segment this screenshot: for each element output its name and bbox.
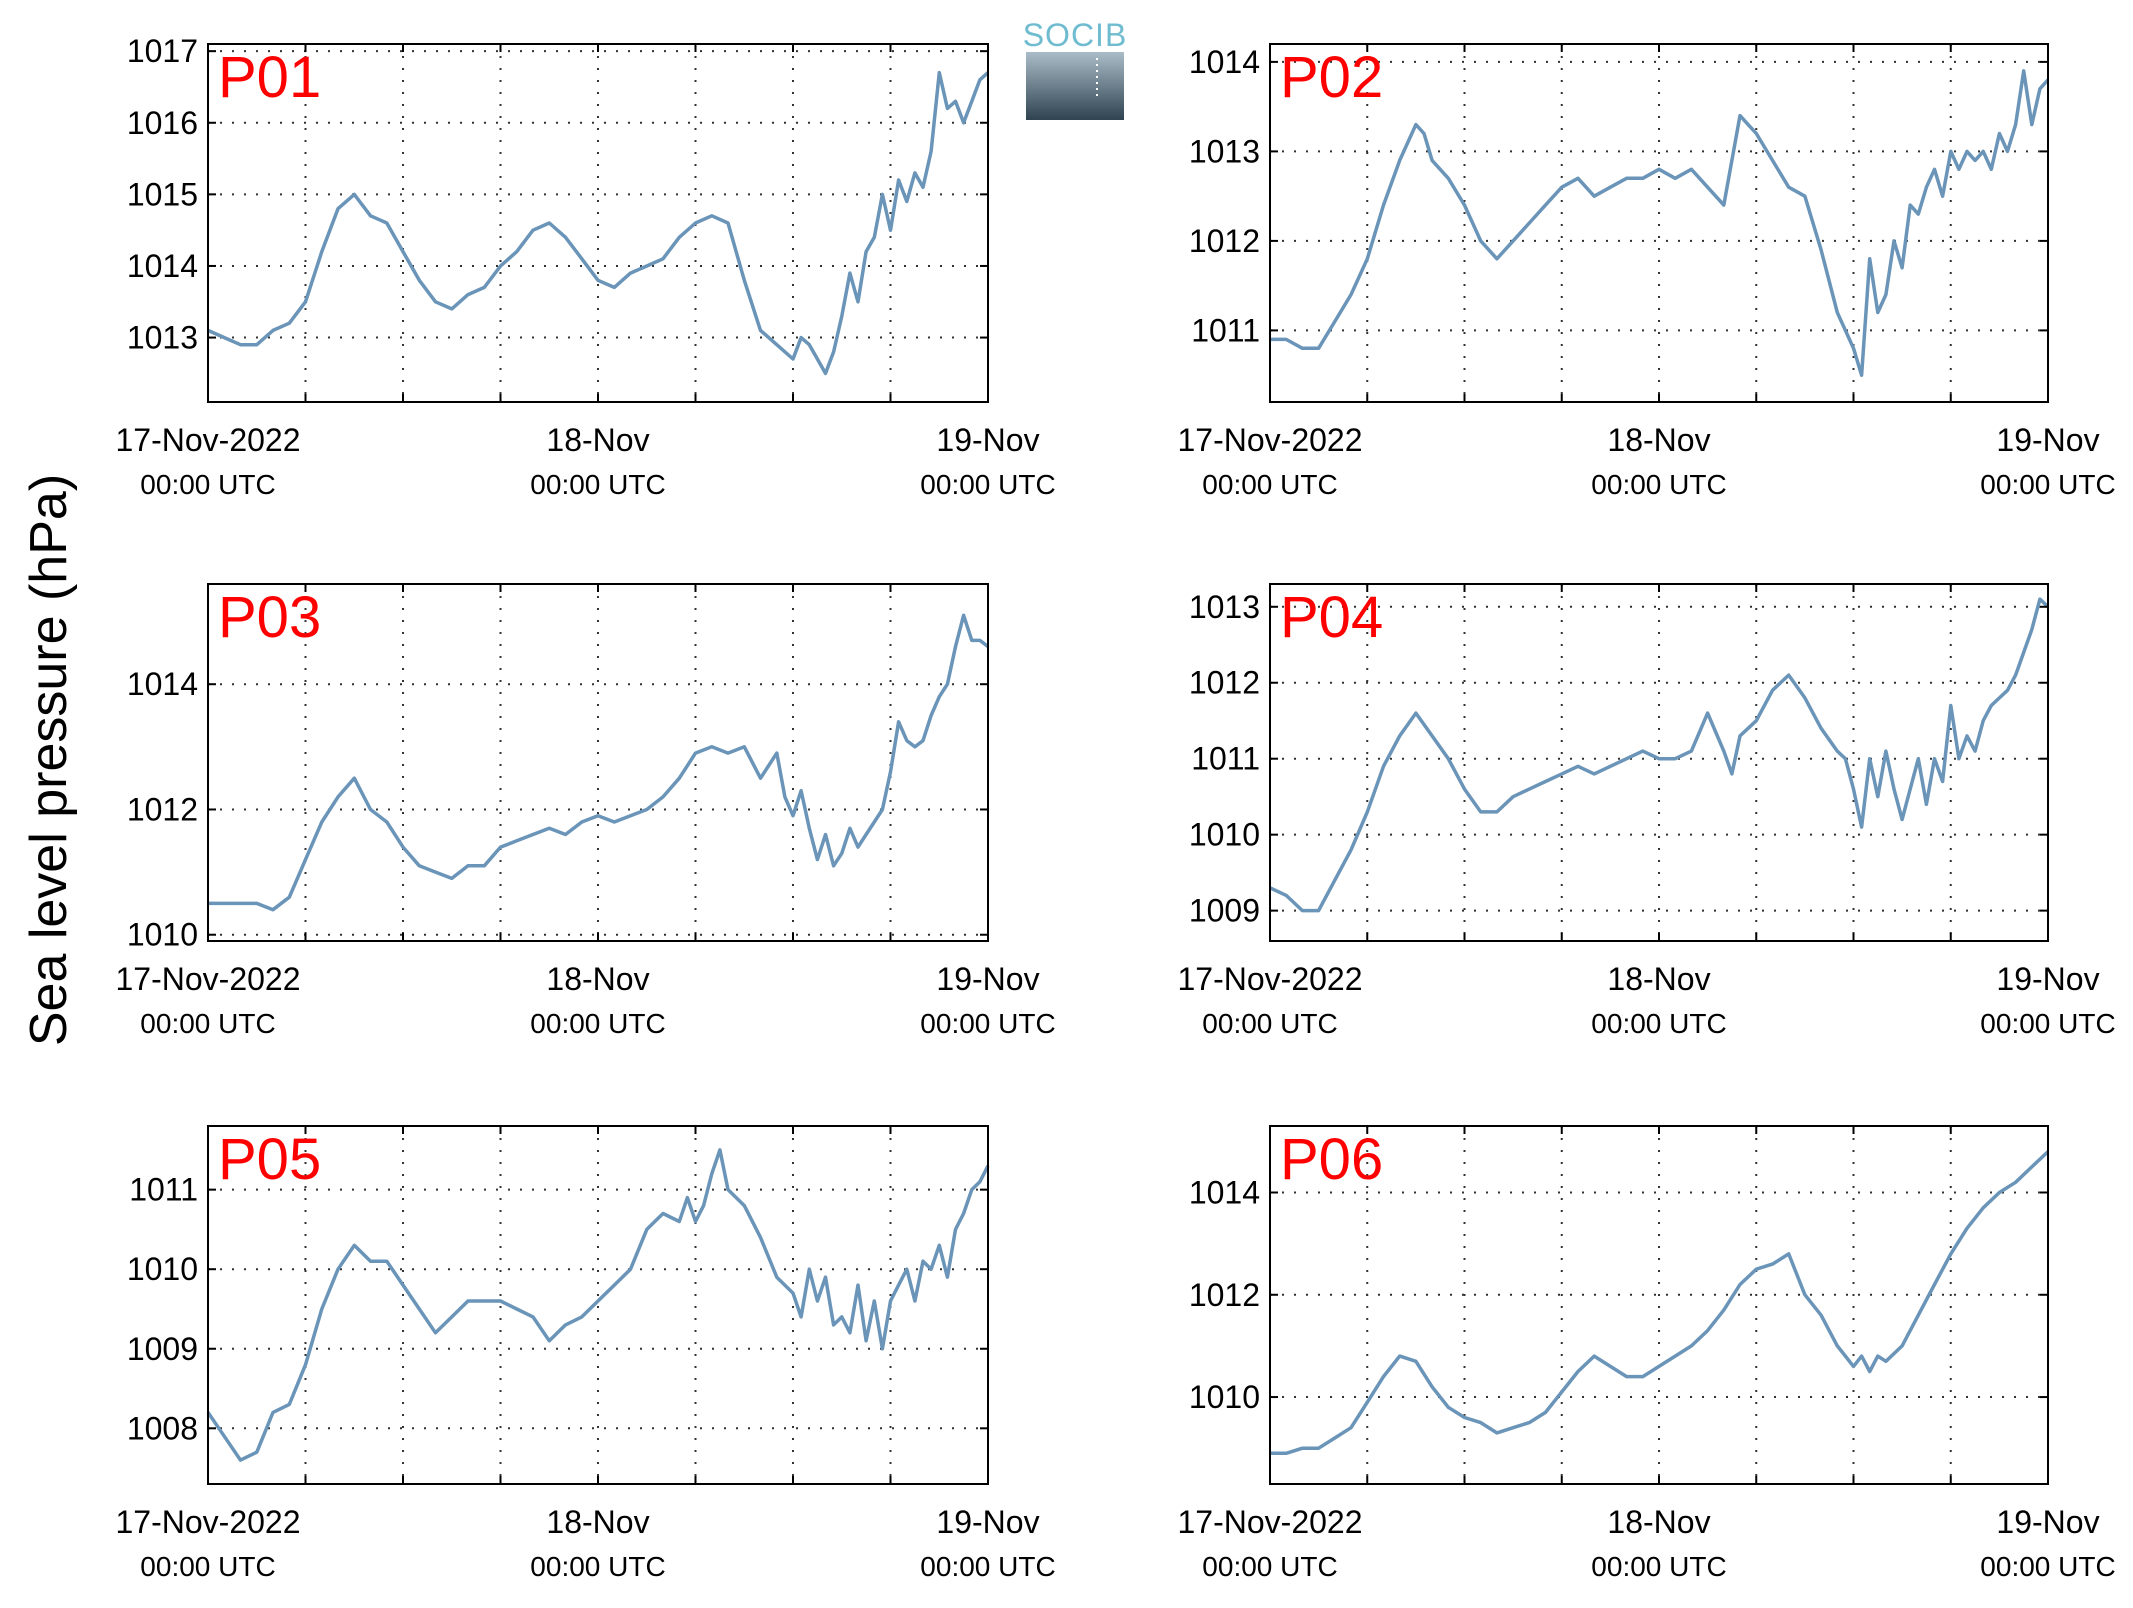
y-tick-label: 1012: [1189, 1277, 1260, 1313]
x-tick-label-time: 00:00 UTC: [1591, 469, 1726, 500]
y-tick-label: 1010: [1189, 817, 1260, 853]
y-axis-label: Sea level pressure (hPa): [20, 474, 78, 1046]
plot-frame: [207, 43, 989, 403]
y-tick-label: 1010: [1189, 1379, 1260, 1415]
y-tick-label: 1013: [1189, 133, 1260, 169]
panel-label: P05: [218, 1127, 321, 1192]
x-tick-label-date: 17-Nov-2022: [1178, 1504, 1363, 1540]
panel-label: P04: [1280, 585, 1383, 650]
x-tick-label-time: 00:00 UTC: [140, 1551, 275, 1582]
panel-label: P01: [218, 45, 321, 110]
y-tick-label: 1011: [1191, 312, 1260, 348]
panel-p04: 1009 1010 1011 1012 1013 17-Nov-2022 00:00 UTC…: [1178, 583, 2116, 1039]
x-tick-label-date: 18-Nov: [546, 1504, 649, 1540]
x-tick-label-time: 00:00 UTC: [1202, 469, 1337, 500]
x-tick-label-time: 00:00 UTC: [1980, 469, 2115, 500]
panel-p01: 1013 1014 1015 1016 1017 17-Nov-2022 00:00 UTC…: [116, 33, 1056, 500]
x-tick-label-date: 19-Nov: [1996, 1504, 2099, 1540]
x-tick-label-date: 18-Nov: [1607, 422, 1710, 458]
x-tick-label-date: 17-Nov-2022: [116, 961, 301, 997]
x-tick-label-time: 00:00 UTC: [140, 469, 275, 500]
y-tick-label: 1014: [127, 666, 198, 702]
x-tick-label-time: 00:00 UTC: [1980, 1551, 2115, 1582]
plot-frame: [1269, 43, 2049, 403]
x-tick-label-date: 19-Nov: [936, 422, 1039, 458]
x-tick-label-date: 17-Nov-2022: [116, 422, 301, 458]
x-tick-label-time: 00:00 UTC: [530, 469, 665, 500]
x-tick-label-date: 19-Nov: [936, 1504, 1039, 1540]
y-tick-label: 1012: [1189, 665, 1260, 701]
y-tick-label: 1011: [1191, 741, 1260, 777]
y-tick-label: 1016: [127, 105, 198, 141]
x-tick-label-date: 17-Nov-2022: [1178, 961, 1363, 997]
y-tick-label: 1014: [1189, 1174, 1260, 1210]
x-tick-label-date: 18-Nov: [1607, 1504, 1710, 1540]
logo-block: [1026, 52, 1124, 120]
y-tick-label: 1015: [127, 176, 198, 212]
panel-p03: 1010 1012 1014 17-Nov-2022 00:00 UTC 18-Nov 00…: [116, 583, 1056, 1039]
y-tick-label: 1013: [127, 320, 198, 356]
y-tick-label: 1017: [127, 33, 198, 69]
y-tick-label: 1009: [127, 1331, 198, 1367]
y-tick-label: 1010: [127, 917, 198, 953]
plot-frame: [1269, 1125, 2049, 1485]
logo-text: SOCIB: [1023, 17, 1128, 53]
plot-frame: [207, 583, 989, 942]
x-tick-label-time: 00:00 UTC: [1202, 1551, 1337, 1582]
panel-p02: 1011 1012 1013 1014 17-Nov-2022 00:00 UTC 18-N…: [1178, 43, 2116, 500]
x-tick-label-time: 00:00 UTC: [1591, 1551, 1726, 1582]
series-line-p01: [207, 70, 990, 376]
panel-label: P02: [1280, 45, 1383, 110]
x-tick-label-date: 17-Nov-2022: [116, 1504, 301, 1540]
x-tick-label-date: 17-Nov-2022: [1178, 422, 1363, 458]
socib-logo: SOCIB: [1023, 17, 1128, 120]
panel-p06: 1010 1012 1014 17-Nov-2022 00:00 UTC 18-Nov 00…: [1178, 1125, 2116, 1582]
series-line-p06: [1270, 1150, 2050, 1456]
y-tick-label: 1012: [127, 791, 198, 827]
x-tick-label-date: 19-Nov: [1996, 422, 2099, 458]
panels: 1013 1014 1015 1016 1017 17-Nov-2022 00:00 UTC…: [116, 33, 2116, 1582]
y-tick-label: 1014: [1189, 44, 1260, 80]
y-tick-label: 1009: [1189, 893, 1260, 929]
panel-p05: 1008 1009 1010 1011 17-Nov-2022 00:00 UTC 18-N…: [116, 1125, 1056, 1582]
y-tick-label: 1014: [127, 248, 198, 284]
x-tick-label-time: 00:00 UTC: [920, 1008, 1055, 1039]
y-tick-label: 1010: [127, 1251, 198, 1287]
x-tick-label-time: 00:00 UTC: [530, 1008, 665, 1039]
x-tick-label-date: 18-Nov: [546, 961, 649, 997]
x-tick-label-time: 00:00 UTC: [530, 1551, 665, 1582]
x-tick-label-date: 18-Nov: [1607, 961, 1710, 997]
panel-label: P03: [218, 585, 321, 650]
y-tick-label: 1008: [127, 1410, 198, 1446]
x-tick-label-time: 00:00 UTC: [920, 1551, 1055, 1582]
y-tick-label: 1013: [1189, 589, 1260, 625]
panel-label: P06: [1280, 1127, 1383, 1192]
series-line-p02: [1270, 69, 2050, 377]
x-tick-label-time: 00:00 UTC: [1591, 1008, 1726, 1039]
x-tick-label-time: 00:00 UTC: [140, 1008, 275, 1039]
x-tick-label-time: 00:00 UTC: [920, 469, 1055, 500]
x-tick-label-date: 19-Nov: [1996, 961, 2099, 997]
x-tick-label-date: 18-Nov: [546, 422, 649, 458]
x-tick-label-time: 00:00 UTC: [1202, 1008, 1337, 1039]
series-line-p05: [206, 1148, 990, 1462]
y-tick-label: 1012: [1189, 223, 1260, 259]
x-tick-label-time: 00:00 UTC: [1980, 1008, 2115, 1039]
x-tick-label-date: 19-Nov: [936, 961, 1039, 997]
y-tick-label: 1011: [129, 1172, 198, 1208]
series-line-p04: [1269, 597, 2050, 913]
series-line-p03: [208, 613, 990, 912]
